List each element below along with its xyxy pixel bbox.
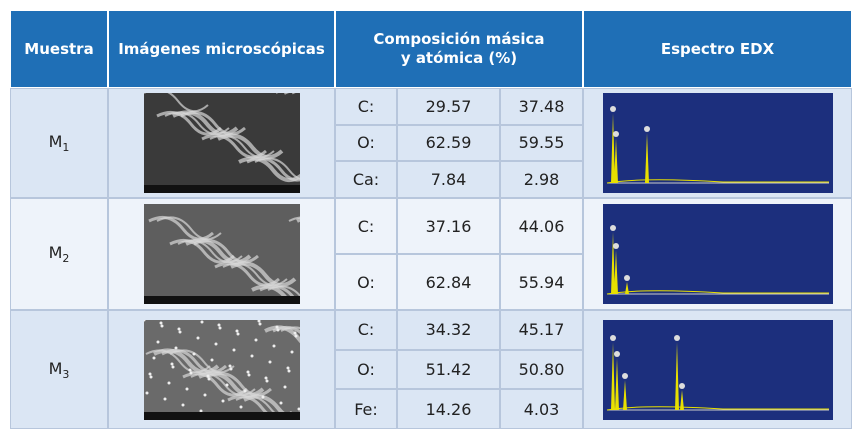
element-label: Ca: xyxy=(352,170,380,190)
data-cell: 62.84 xyxy=(397,254,500,310)
data-cell: 45.17 xyxy=(500,310,583,350)
header-cell: Muestra xyxy=(10,10,108,88)
data-cell: Fe: xyxy=(335,389,397,429)
mass-value: 37.16 xyxy=(425,216,472,236)
element-label: C: xyxy=(357,216,375,236)
element-label: O: xyxy=(357,272,375,292)
mass-value: 62.84 xyxy=(425,272,472,292)
image-cell xyxy=(108,88,335,198)
mass-value: 7.84 xyxy=(430,170,467,190)
sample-cell: M1 xyxy=(10,88,108,198)
picture xyxy=(143,93,300,193)
header-cell: Espectro EDX xyxy=(583,10,852,88)
header-text: Espectro EDX xyxy=(660,39,775,58)
sample-cell: M2 xyxy=(10,198,108,310)
sample-name: M2 xyxy=(48,243,70,265)
sample-cell: M3 xyxy=(10,310,108,429)
atomic-value: 55.94 xyxy=(518,272,565,292)
atomic-value: 45.17 xyxy=(518,320,565,340)
data-cell: 37.48 xyxy=(500,88,583,125)
sample-name: M3 xyxy=(48,358,70,381)
header-cell: Composición másica y atómica (%) xyxy=(335,10,583,88)
data-cell: 50.80 xyxy=(500,349,583,390)
element-label: Fe: xyxy=(354,399,378,419)
picture xyxy=(602,319,833,420)
picture xyxy=(602,93,833,193)
data-cell: 59.55 xyxy=(500,124,583,162)
mass-value: 34.32 xyxy=(425,320,472,340)
image-cell xyxy=(108,310,335,429)
picture xyxy=(602,204,833,304)
atomic-value: 44.06 xyxy=(518,216,565,236)
data-cell: 2.98 xyxy=(500,161,583,198)
edx-cell xyxy=(583,88,852,198)
atomic-value: 2.98 xyxy=(523,170,560,190)
data-cell: 51.42 xyxy=(397,349,500,390)
element-label: C: xyxy=(357,320,375,340)
element-label: O: xyxy=(357,359,375,379)
data-cell: C: xyxy=(335,88,397,125)
atomic-value: 50.80 xyxy=(518,359,565,379)
element-label: O: xyxy=(357,133,375,153)
mass-value: 29.57 xyxy=(425,96,472,116)
atomic-value: 4.03 xyxy=(523,399,560,419)
header-text: Composición másica xyxy=(373,30,545,48)
data-cell: O: xyxy=(335,254,397,310)
sample-name: M1 xyxy=(48,132,70,154)
header-text: Imágenes microscópicas xyxy=(118,39,325,58)
mass-value: 14.26 xyxy=(425,399,472,419)
data-cell: C: xyxy=(335,310,397,350)
mass-value: 51.42 xyxy=(425,359,472,379)
atomic-value: 37.48 xyxy=(518,96,565,116)
data-cell: 34.32 xyxy=(397,310,500,350)
picture xyxy=(143,204,300,304)
data-cell: 55.94 xyxy=(500,254,583,310)
element-label: C: xyxy=(357,96,375,116)
data-cell: 37.16 xyxy=(397,198,500,254)
data-cell: 7.84 xyxy=(397,161,500,198)
data-cell: 14.26 xyxy=(397,389,500,429)
data-cell: O: xyxy=(335,349,397,390)
header-text: y atómica (%) xyxy=(400,49,518,67)
edx-cell xyxy=(583,310,852,429)
header-text: Muestra xyxy=(24,39,94,58)
image-cell xyxy=(108,198,335,310)
data-cell: 44.06 xyxy=(500,198,583,254)
data-cell: C: xyxy=(335,198,397,254)
atomic-value: 59.55 xyxy=(518,133,565,153)
mass-value: 62.59 xyxy=(425,133,472,153)
sample-subscript: 3 xyxy=(62,367,70,381)
data-cell: 4.03 xyxy=(500,389,583,429)
edx-cell xyxy=(583,198,852,310)
picture xyxy=(143,319,300,420)
data-cell: 29.57 xyxy=(397,88,500,125)
data-cell: Ca: xyxy=(335,161,397,198)
sample-subscript: 2 xyxy=(62,252,70,265)
data-cell: O: xyxy=(335,124,397,162)
data-cell: 62.59 xyxy=(397,124,500,162)
sample-subscript: 1 xyxy=(62,141,70,154)
header-cell: Imágenes microscópicas xyxy=(108,10,335,88)
